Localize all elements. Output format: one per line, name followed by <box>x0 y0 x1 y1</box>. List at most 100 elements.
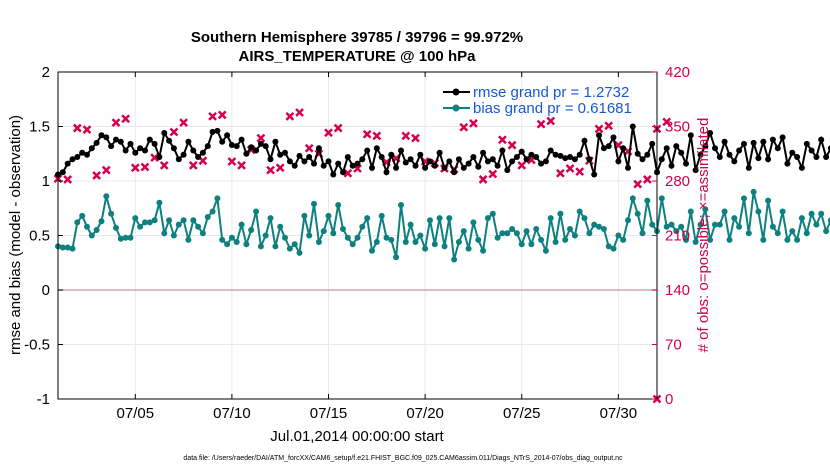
rmse-point <box>185 138 192 145</box>
bias-point <box>499 230 506 237</box>
bias-point <box>132 215 139 222</box>
obs-count-point <box>285 111 295 121</box>
rmse-point <box>620 145 627 152</box>
obs-count-point <box>362 129 372 139</box>
bias-point <box>547 215 554 222</box>
bias-point <box>427 217 433 224</box>
bias-point <box>528 241 535 248</box>
rmse-point <box>567 154 573 160</box>
rmse-point <box>214 127 221 134</box>
rmse-point <box>600 145 607 152</box>
rmse-point <box>142 147 148 154</box>
bias-point <box>388 236 395 243</box>
bias-point <box>571 232 578 239</box>
data-file-footnote: data file: /Users/raeder/DAI/ATM_forcXX/… <box>183 455 623 462</box>
bias-point <box>769 223 776 230</box>
bias-point <box>596 223 602 230</box>
rmse-point <box>658 156 665 163</box>
bias-point <box>407 221 414 228</box>
rmse-point <box>166 137 173 144</box>
obs-x-stroke <box>198 156 208 166</box>
bias-point <box>117 235 124 242</box>
rmse-point <box>359 156 366 163</box>
bias-point <box>494 234 501 241</box>
bias-point <box>475 236 482 243</box>
bias-point <box>74 219 81 226</box>
rmse-point <box>311 160 317 167</box>
x-axis-label: Jul.01,2014 00:00:00 start <box>270 428 444 445</box>
y-tick-label: 0.5 <box>29 228 50 245</box>
obs-x-stroke <box>401 131 411 141</box>
obs-x-stroke <box>642 175 652 184</box>
bias-point <box>741 195 747 202</box>
bias-point <box>253 208 260 215</box>
bias-point <box>146 219 153 226</box>
rmse-point <box>59 169 66 176</box>
rmse-point <box>755 155 762 162</box>
rmse-point <box>369 164 375 171</box>
bias-point <box>620 236 627 243</box>
bias-point <box>605 243 612 250</box>
obs-count-series <box>53 108 672 404</box>
y-tick-label: 1 <box>42 173 50 190</box>
legend-rmse-marker <box>452 88 460 96</box>
bias-point <box>248 227 255 233</box>
bias-point <box>533 226 540 232</box>
bias-point <box>538 236 545 243</box>
bias-point <box>142 219 148 226</box>
obs-count-point <box>266 165 275 175</box>
rmse-point <box>489 156 496 163</box>
bias-point <box>480 247 487 254</box>
rmse-point <box>523 156 530 163</box>
rmse-point <box>108 143 115 150</box>
bias-point <box>518 241 525 248</box>
rmse-point <box>745 164 752 171</box>
rmse-point <box>769 136 776 143</box>
bias-point <box>567 226 573 232</box>
rmse-point <box>103 134 110 141</box>
rmse-point <box>180 151 187 158</box>
rmse-point <box>562 155 569 162</box>
bias-point <box>789 228 796 235</box>
bias-point <box>794 236 801 243</box>
rmse-point <box>808 147 815 154</box>
rmse-point <box>431 162 438 169</box>
rmse-point <box>605 143 612 150</box>
obs-x-stroke <box>353 164 362 173</box>
obs-count-point <box>295 108 304 117</box>
bias-point <box>692 239 699 245</box>
rmse-point <box>470 154 477 160</box>
bias-point <box>755 208 762 215</box>
obs-x-stroke <box>594 124 604 134</box>
rmse-point <box>335 160 342 167</box>
rmse-point <box>373 145 380 152</box>
bias-point <box>813 221 820 228</box>
bias-point <box>451 256 458 263</box>
rmse-point <box>663 145 670 152</box>
obs-x-stroke <box>546 116 556 126</box>
bias-point <box>122 234 129 241</box>
obs-count-point <box>227 157 237 166</box>
right-y-tick-label: 70 <box>665 337 682 354</box>
obs-count-point <box>256 133 266 143</box>
rmse-point <box>330 171 337 178</box>
rmse-point <box>451 169 458 176</box>
rmse-point <box>98 132 105 139</box>
obs-count-point <box>179 118 188 127</box>
rmse-point <box>146 136 153 143</box>
rmse-point <box>315 145 322 152</box>
rmse-point <box>233 143 240 150</box>
bias-point <box>344 234 351 241</box>
rmse-point <box>678 149 685 156</box>
obs-x-stroke <box>556 168 565 178</box>
rmse-point <box>803 140 810 147</box>
obs-count-point <box>159 161 169 170</box>
obs-count-point <box>169 127 179 137</box>
bias-point <box>204 214 211 220</box>
obs-count-point <box>372 131 382 141</box>
obs-count-point <box>604 121 614 131</box>
rmse-point <box>151 140 158 147</box>
rmse-point <box>286 158 293 165</box>
bias-point <box>335 202 342 208</box>
